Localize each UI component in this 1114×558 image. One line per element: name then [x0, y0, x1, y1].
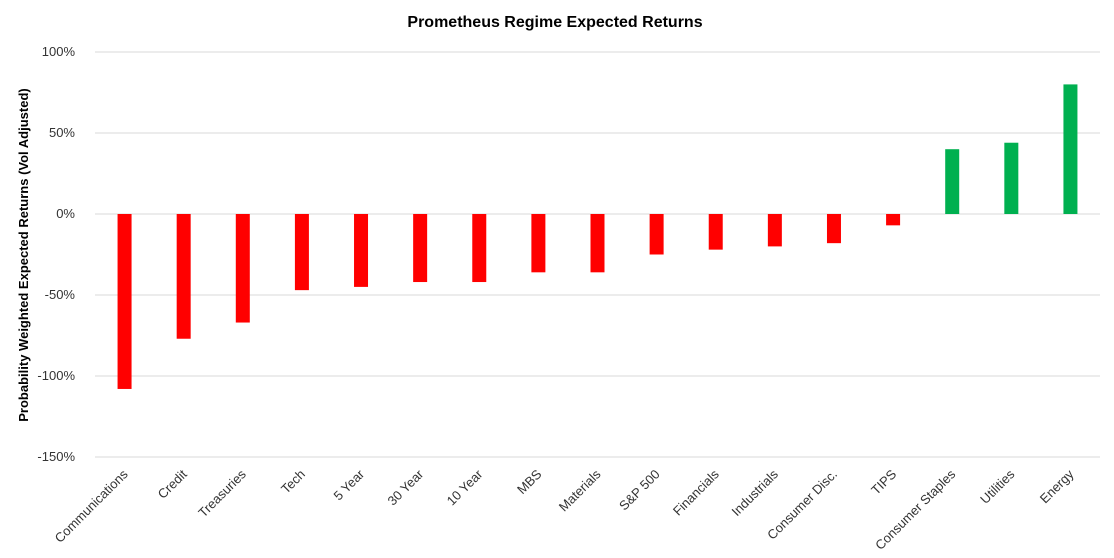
x-tick-label: MBS: [514, 466, 545, 497]
x-tick-label: 10 Year: [444, 466, 486, 508]
y-tick-label: 100%: [42, 44, 76, 59]
y-tick-label: -150%: [37, 449, 75, 464]
y-tick-label: -50%: [45, 287, 76, 302]
chart-title: Prometheus Regime Expected Returns: [407, 14, 702, 31]
bar: [354, 214, 369, 287]
bar: [176, 214, 191, 339]
bar: [886, 214, 901, 226]
bar: [649, 214, 664, 255]
x-tick-label: S&P 500: [616, 467, 663, 514]
x-tick-label: Treasuries: [195, 466, 249, 520]
bar: [945, 149, 960, 214]
bar: [708, 214, 723, 250]
x-tick-label: 5 Year: [330, 466, 367, 503]
x-tick-label: Communications: [52, 466, 131, 545]
x-tick-label: Materials: [556, 466, 604, 514]
bar: [294, 214, 309, 291]
x-tick-label: Credit: [155, 466, 190, 501]
bar: [413, 214, 428, 283]
bar: [117, 214, 132, 389]
bar: [531, 214, 546, 273]
x-tick-label: 30 Year: [384, 466, 426, 508]
x-tick-label: Industrials: [728, 466, 781, 519]
bar: [826, 214, 841, 244]
x-tick-label: Financials: [670, 466, 722, 518]
bar: [472, 214, 487, 283]
y-tick-label: 0%: [56, 206, 75, 221]
x-tick-label: Energy: [1037, 466, 1077, 506]
y-tick-label: -100%: [37, 368, 75, 383]
y-axis-label: Probability Weighted Expected Returns (V…: [16, 88, 31, 421]
bar: [590, 214, 605, 273]
bar: [1004, 142, 1019, 214]
bar: [1063, 84, 1078, 215]
x-tick-label: TIPS: [868, 466, 899, 497]
bar: [235, 214, 250, 323]
bars: [117, 84, 1078, 389]
x-tick-label: Utilities: [977, 466, 1018, 507]
y-axis-ticks: 100% 50% 0% -50% -100% -150%: [37, 44, 75, 464]
x-axis-ticks: Communications Credit Treasuries Tech 5 Year…: [52, 466, 1077, 553]
bar: [767, 214, 782, 247]
y-tick-label: 50%: [49, 125, 75, 140]
x-tick-label: Tech: [278, 467, 308, 497]
